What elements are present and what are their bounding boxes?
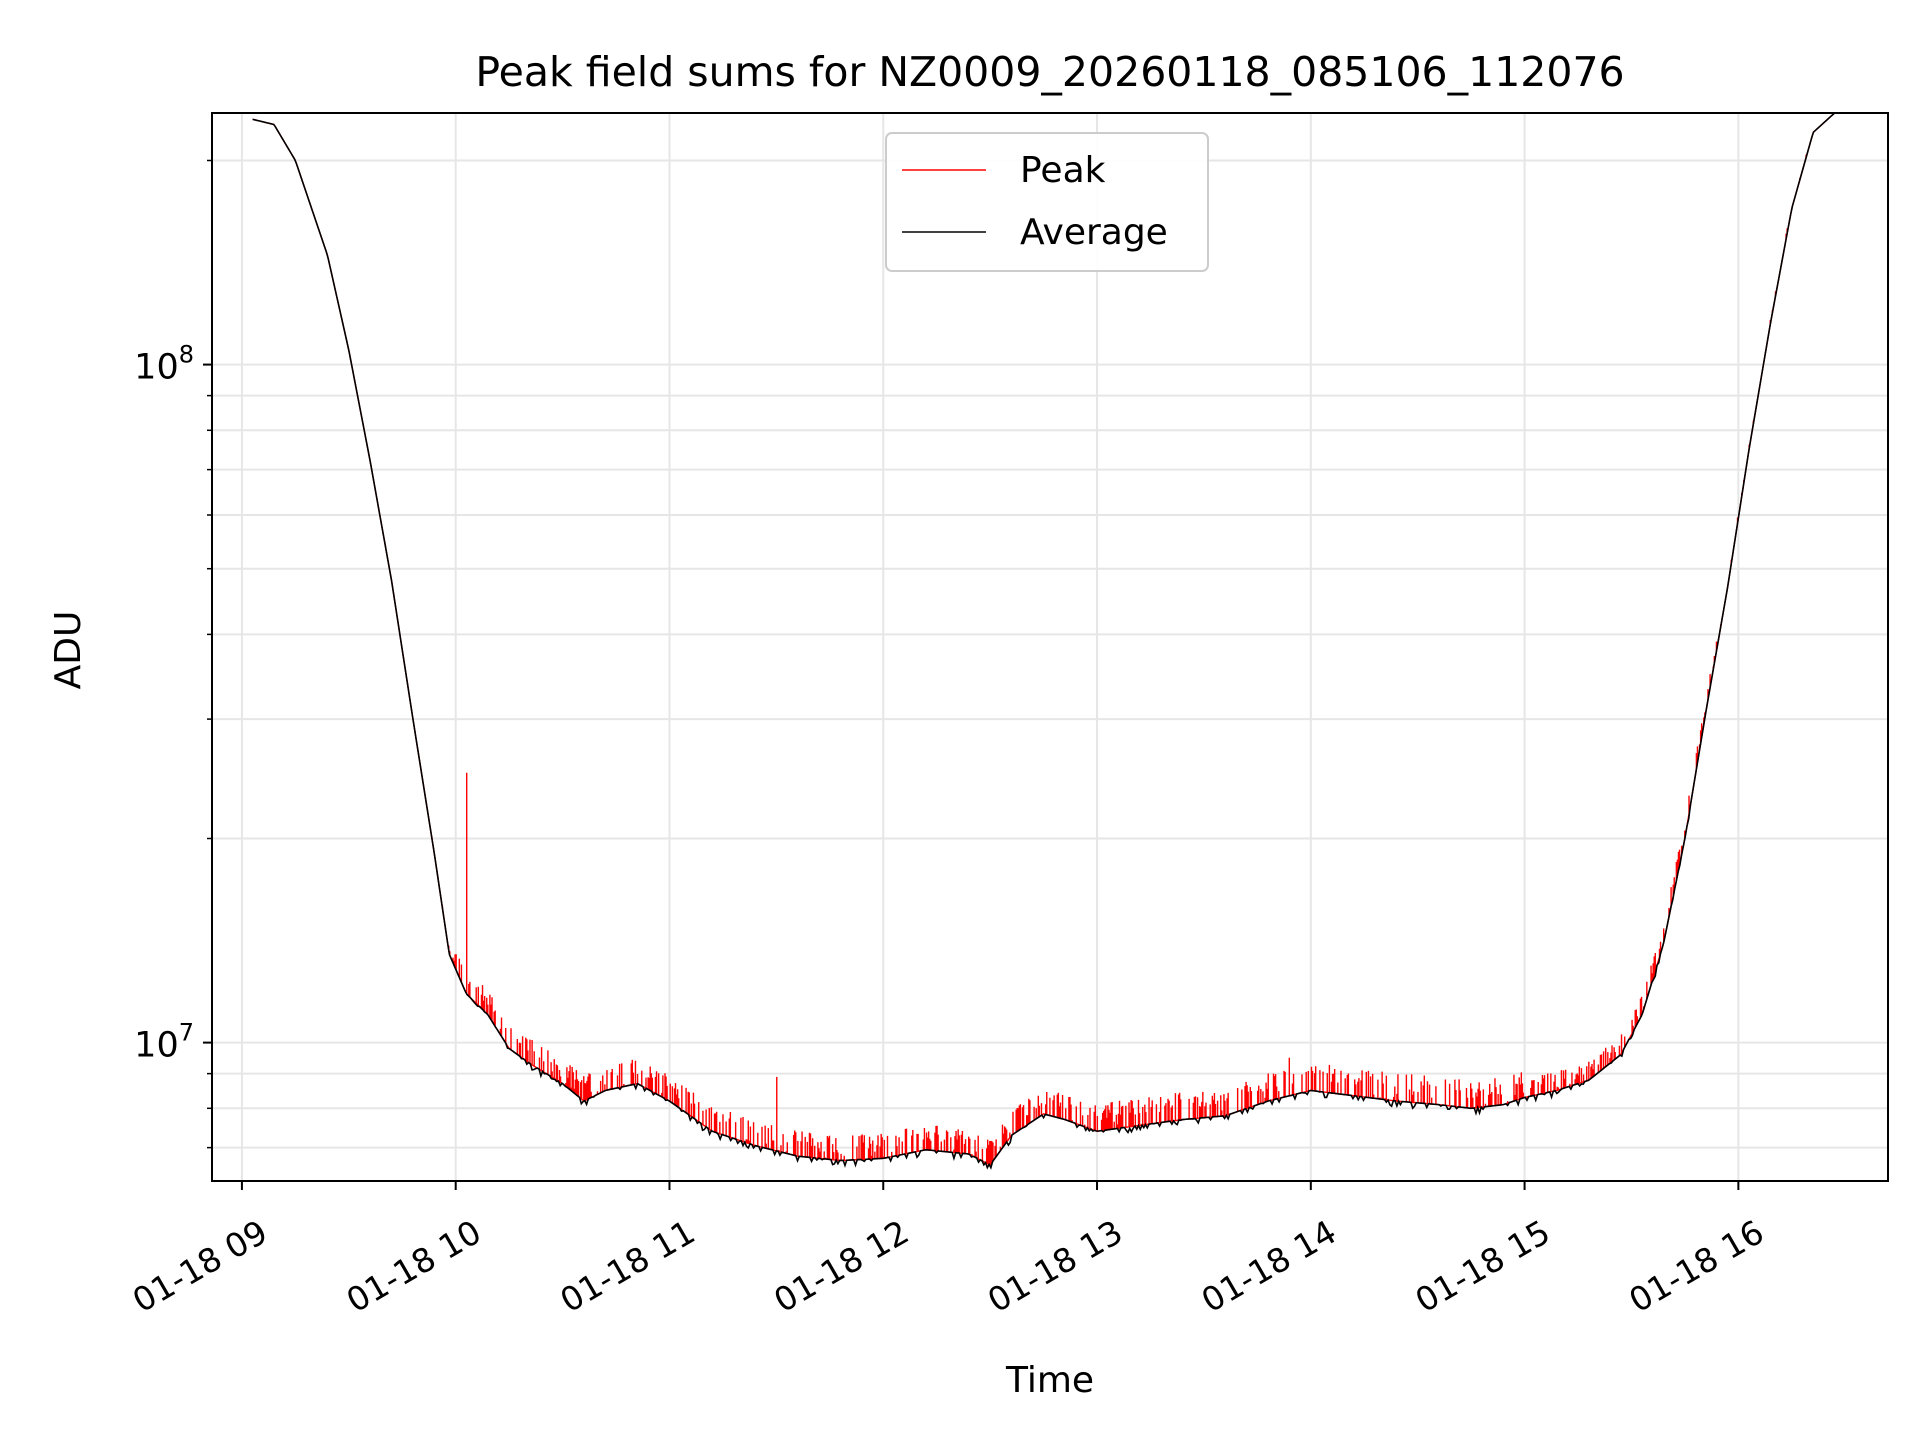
y-tick-exponent: 7 (179, 1019, 194, 1047)
y-tick-base: 10 (134, 348, 179, 388)
y-tick-label: 108 (134, 341, 194, 388)
legend-peak-label: Peak (1020, 150, 1106, 191)
x-axis-label: Time (1005, 1360, 1094, 1401)
legend-average-label: Average (1020, 212, 1168, 253)
legend: Peak Average (885, 132, 1209, 272)
average-series-line (252, 113, 1836, 1170)
axes-frame (211, 112, 1889, 1182)
y-axis-label: ADU (48, 611, 89, 690)
plot-area (252, 113, 1836, 1170)
y-tick-base: 10 (134, 1026, 179, 1066)
chart-title: Peak field sums for NZ0009_20260118_0851… (475, 48, 1624, 96)
y-tick-exponent: 8 (179, 341, 194, 369)
legend-box (885, 132, 1209, 272)
y-tick-label: 107 (134, 1019, 194, 1066)
